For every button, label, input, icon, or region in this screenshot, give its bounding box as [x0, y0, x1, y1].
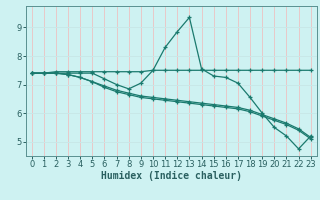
X-axis label: Humidex (Indice chaleur): Humidex (Indice chaleur)	[101, 171, 242, 181]
